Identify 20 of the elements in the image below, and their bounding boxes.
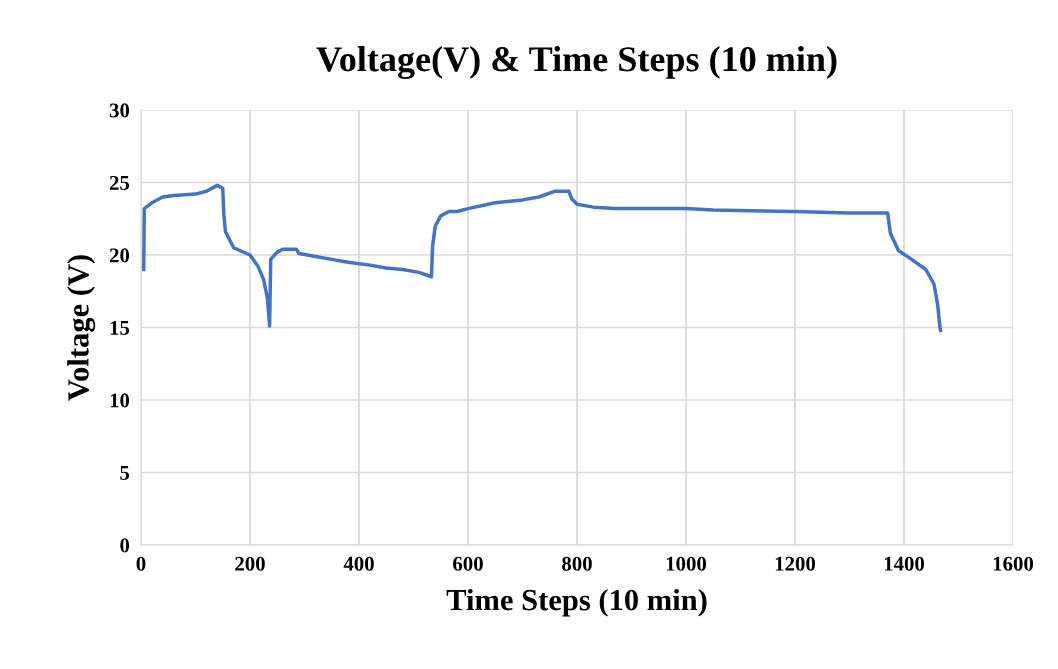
x-tick-label: 1400 — [884, 556, 925, 571]
x-tick-label: 200 — [235, 556, 265, 571]
x-tick-label: 1200 — [775, 556, 816, 571]
y-tick-label: 25 — [109, 175, 130, 190]
y-tick-label: 5 — [120, 466, 130, 480]
y-tick-label: 20 — [109, 248, 130, 263]
chart-title: Voltage(V) & Time Steps (10 min) — [316, 46, 837, 80]
y-tick-label: 0 — [120, 538, 130, 553]
y-axis-title: Voltage (V) — [67, 255, 96, 401]
y-tick-label: 30 — [109, 103, 130, 118]
y-tick-label: 15 — [110, 320, 130, 335]
x-tick-label: 800 — [562, 556, 592, 571]
x-tick-label: 1600 — [993, 556, 1034, 571]
x-tick-label: 400 — [343, 556, 374, 571]
x-tick-label: 600 — [453, 556, 483, 571]
x-axis-title: Time Steps (10 min) — [446, 588, 707, 617]
x-tick-label: 1000 — [666, 556, 707, 571]
y-tick-label: 10 — [110, 393, 130, 408]
x-tick-label: 0 — [136, 556, 146, 571]
line-series — [141, 183, 943, 333]
